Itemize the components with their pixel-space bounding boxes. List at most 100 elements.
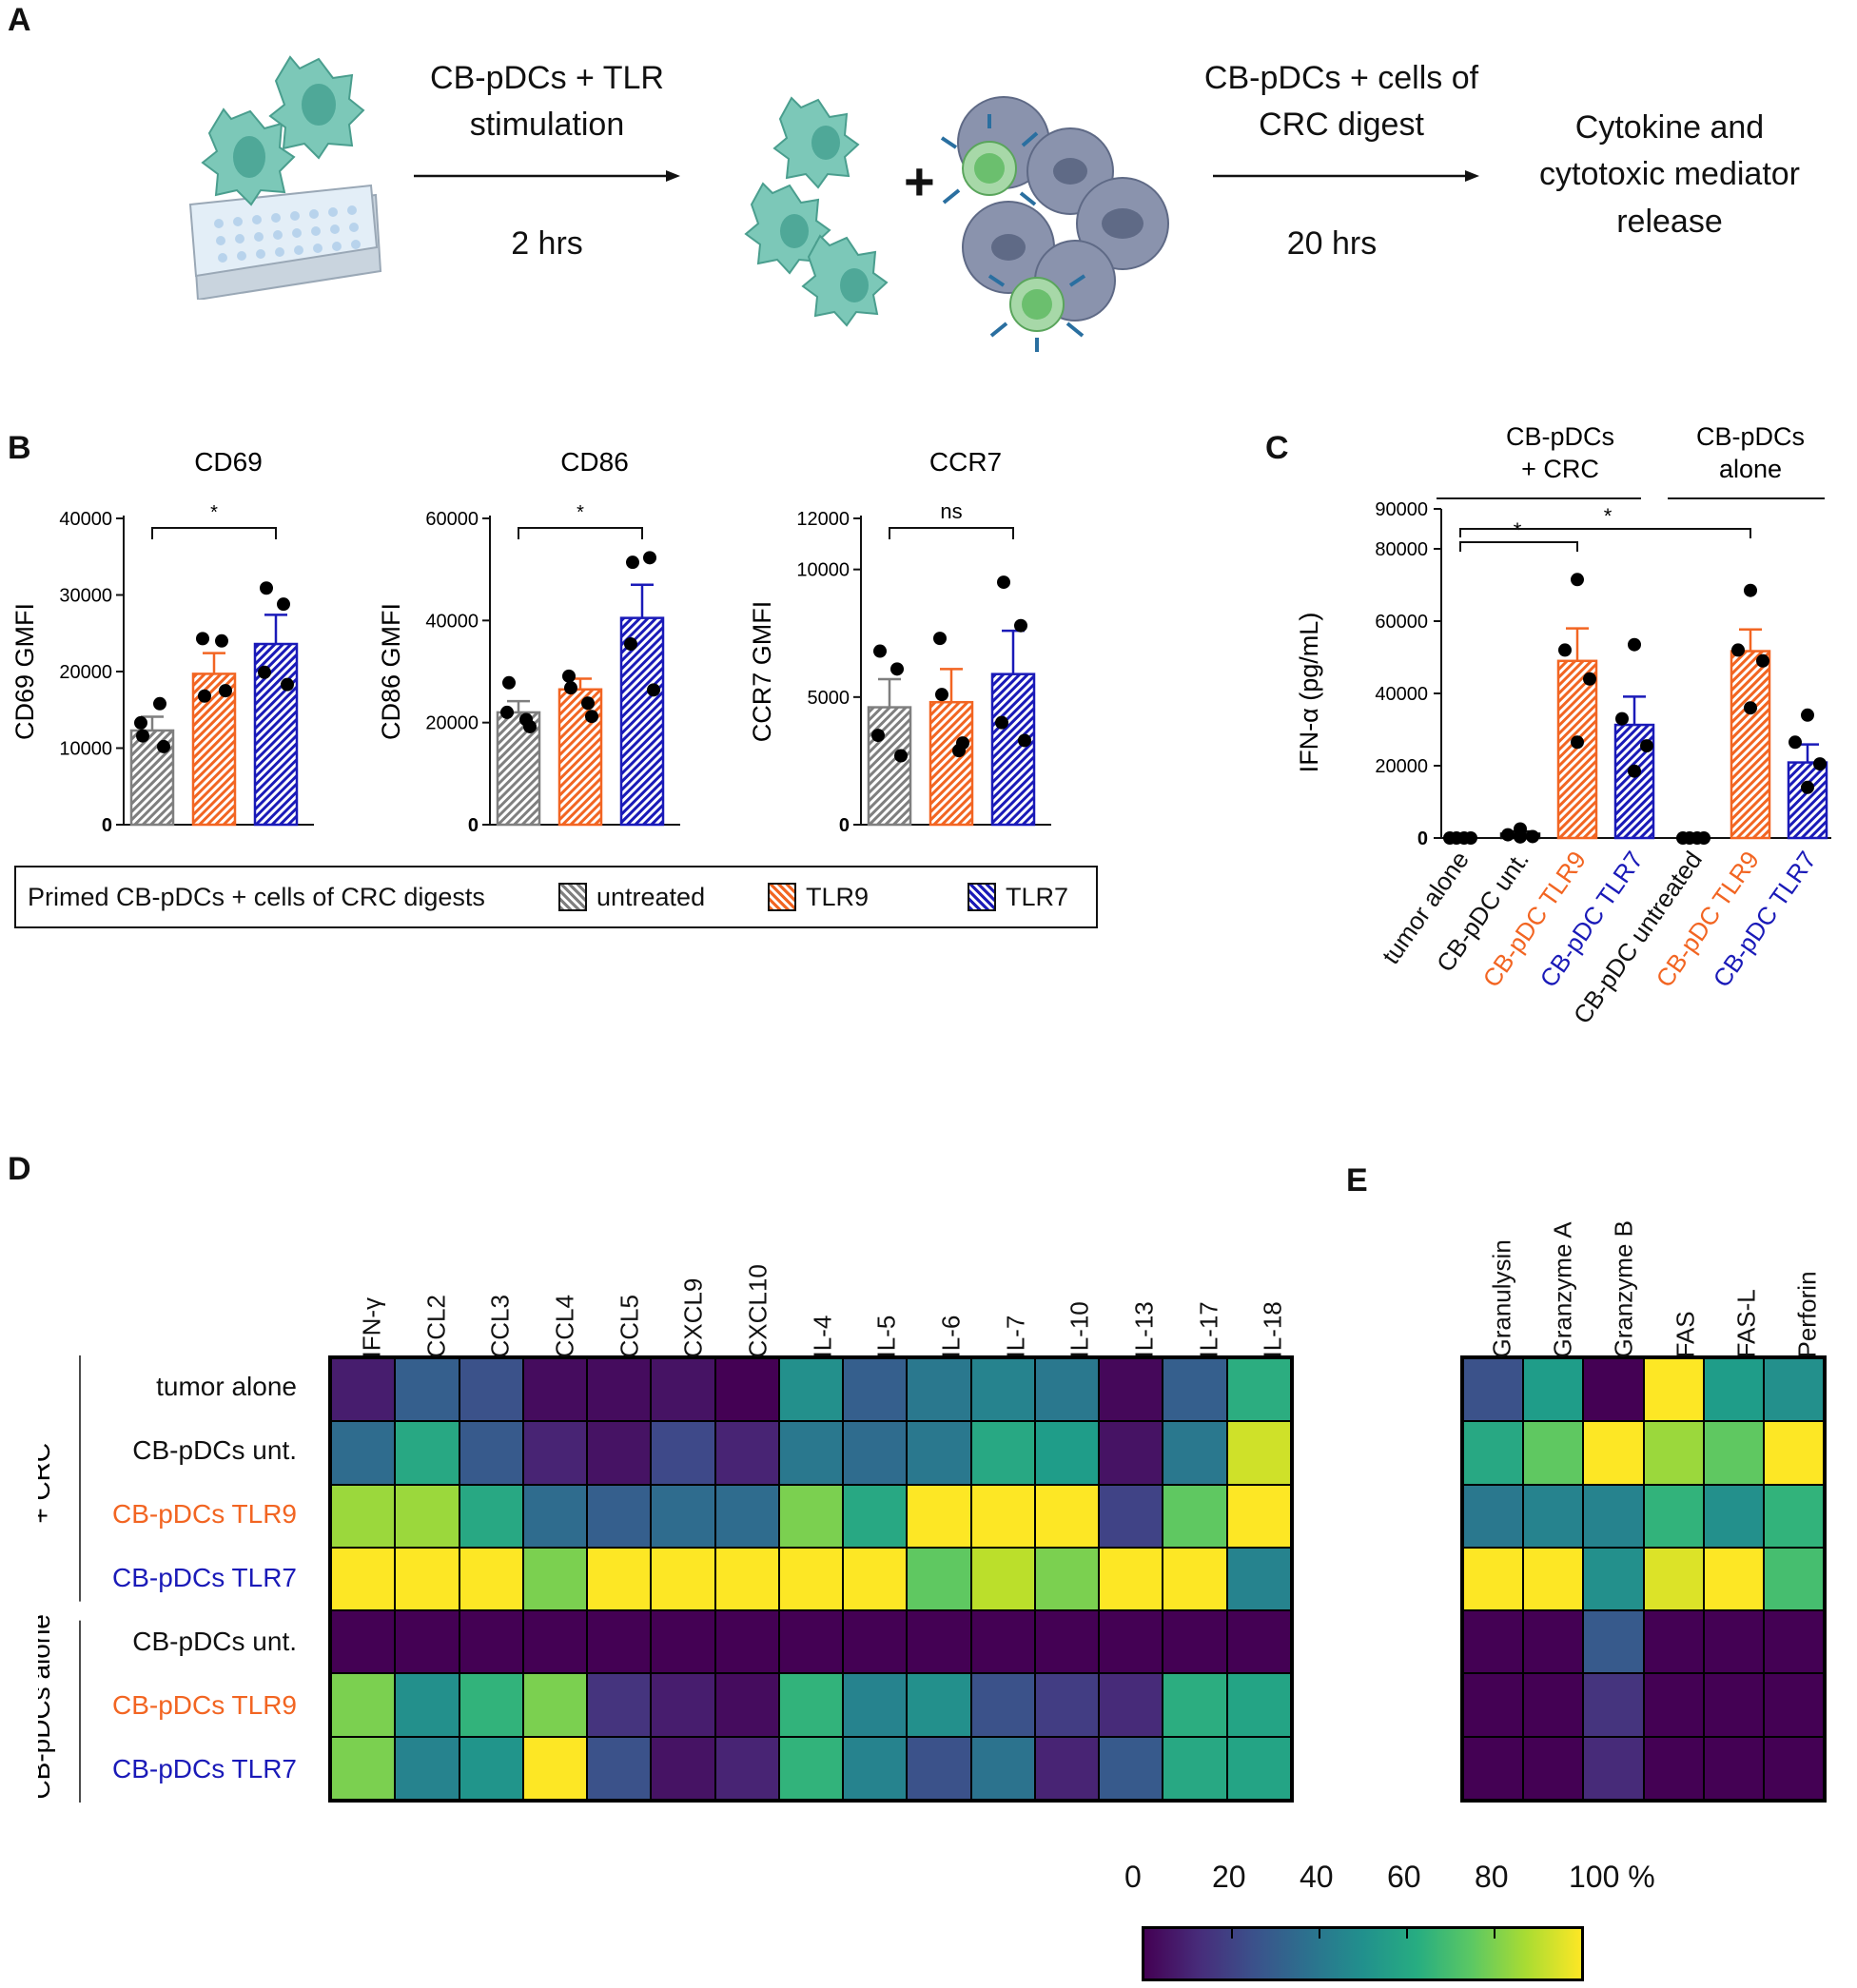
heatmap-cell: [1163, 1674, 1226, 1736]
heatmap-cell: [523, 1359, 587, 1421]
heatmap-cell: [908, 1674, 970, 1736]
row-label: CB-pDCs unt.: [132, 1627, 297, 1657]
bar: [1787, 761, 1828, 840]
legend-label-untreated: untreated: [596, 882, 706, 911]
colorbar-tick-label: 60: [1387, 1860, 1421, 1894]
heatmap-grid: [328, 1355, 1294, 1803]
heatmap-cell: [1524, 1548, 1583, 1610]
data-point: [198, 689, 211, 703]
data-point: [157, 739, 170, 753]
step2-time: 20 hrs: [1286, 225, 1378, 262]
column-label: FAS: [1671, 1311, 1700, 1358]
heatmap-cell: [1524, 1422, 1583, 1484]
heatmap-cell: [1584, 1422, 1643, 1484]
data-point: [1813, 757, 1827, 771]
heatmap-cell: [1764, 1611, 1823, 1673]
heatmap-cell: [1100, 1359, 1163, 1421]
heatmap-cell: [1584, 1674, 1643, 1736]
data-point: [136, 729, 149, 743]
data-point: [1464, 831, 1477, 845]
column-label: CCL2: [421, 1295, 450, 1358]
cytokine-heatmap: [328, 1355, 1294, 1803]
data-point: [585, 710, 598, 724]
data-point: [523, 719, 537, 733]
heatmap-cell: [1464, 1611, 1523, 1673]
significance-label: *: [1604, 504, 1613, 528]
data-point: [871, 729, 885, 743]
swatch-tlr7: [968, 883, 996, 911]
heatmap-cell: [396, 1737, 459, 1799]
swatch-untreated: [558, 883, 587, 911]
data-point: [956, 736, 969, 750]
heatmap-cell: [588, 1359, 651, 1421]
y-tick-label: 0: [1417, 828, 1428, 849]
heatmap-cell: [1227, 1737, 1290, 1799]
heatmap-cell: [908, 1611, 970, 1673]
heatmap-cell: [1584, 1485, 1643, 1547]
heatmap-cell: [1704, 1737, 1763, 1799]
column-label: Granulysin: [1487, 1239, 1516, 1358]
heatmap-cell: [332, 1422, 395, 1484]
heatmap-cell: [1704, 1611, 1763, 1673]
legend-item-tlr9: TLR9: [768, 867, 869, 926]
heatmap-cell: [459, 1737, 522, 1799]
y-tick-label: 80000: [1375, 539, 1428, 560]
heatmap-cell: [1524, 1485, 1583, 1547]
heatmap-cell: [1704, 1548, 1763, 1610]
data-point: [1756, 653, 1769, 668]
heatmap-cell: [971, 1422, 1034, 1484]
heatmap-cell: [908, 1422, 970, 1484]
y-tick-label: 60000: [1375, 612, 1428, 633]
heatmap-cell: [1163, 1548, 1226, 1610]
heatmap-cell: [1163, 1737, 1226, 1799]
heatmap-cell: [1100, 1485, 1163, 1547]
panel-d-letter: D: [8, 1151, 31, 1187]
data-point: [1744, 701, 1757, 715]
column-label: CCL4: [550, 1295, 579, 1358]
significance-label: *: [210, 502, 218, 523]
heatmap-cell: [1464, 1548, 1523, 1610]
cytotoxic-column-labels: Granulysin Granzyme A Granzyme B FAS FAS-L Pe…: [1460, 1165, 1827, 1358]
data-point: [1558, 643, 1572, 657]
heatmap-cell: [459, 1548, 522, 1610]
panel-c-letter: C: [1265, 430, 1289, 466]
heatmap-cell: [396, 1674, 459, 1736]
heatmap-cell: [1764, 1548, 1823, 1610]
significance-bracket: [889, 527, 1014, 539]
heatmap-cell: [1035, 1548, 1099, 1610]
heatmap-cell: [971, 1737, 1034, 1799]
heatmap-cell: [844, 1485, 907, 1547]
y-tick-label: 0: [468, 815, 479, 836]
heatmap-cell: [652, 1485, 714, 1547]
data-point: [1583, 672, 1596, 686]
y-axis-label: IFN-α (pg/mL): [1295, 613, 1323, 773]
heatmap-cell: [332, 1359, 395, 1421]
heatmap-cell: [523, 1485, 587, 1547]
heatmap-cell: [1227, 1674, 1290, 1736]
heatmap-cell: [1035, 1422, 1099, 1484]
column-label: CCL5: [615, 1295, 643, 1358]
heatmap-cell: [779, 1674, 843, 1736]
heatmap-cell: [332, 1485, 395, 1547]
bar-untreated: [129, 729, 175, 827]
data-point: [894, 749, 908, 763]
heatmap-cell: [1704, 1485, 1763, 1547]
data-point: [1628, 637, 1641, 652]
colorbar: [1142, 1926, 1584, 1981]
data-point: [935, 688, 948, 702]
significance-bracket: [1459, 528, 1751, 538]
heatmap-cell: [1524, 1737, 1583, 1799]
step1-arrow: [414, 170, 680, 182]
data-point: [1697, 831, 1710, 845]
heatmap-cell: [1524, 1611, 1583, 1673]
heatmap-cell: [652, 1611, 714, 1673]
heatmap-cell: [908, 1737, 970, 1799]
colorbar-tick-label: 40: [1300, 1860, 1334, 1894]
heatmap-cell: [652, 1548, 714, 1610]
column-label: CXCL10: [743, 1264, 772, 1358]
heatmap-cell: [1035, 1737, 1099, 1799]
result-label: Cytokine and cytotoxic mediator release: [1539, 109, 1800, 240]
heatmap-cell: [1584, 1359, 1643, 1421]
heatmap-cell: [459, 1359, 522, 1421]
y-tick-label: 0: [102, 815, 112, 836]
